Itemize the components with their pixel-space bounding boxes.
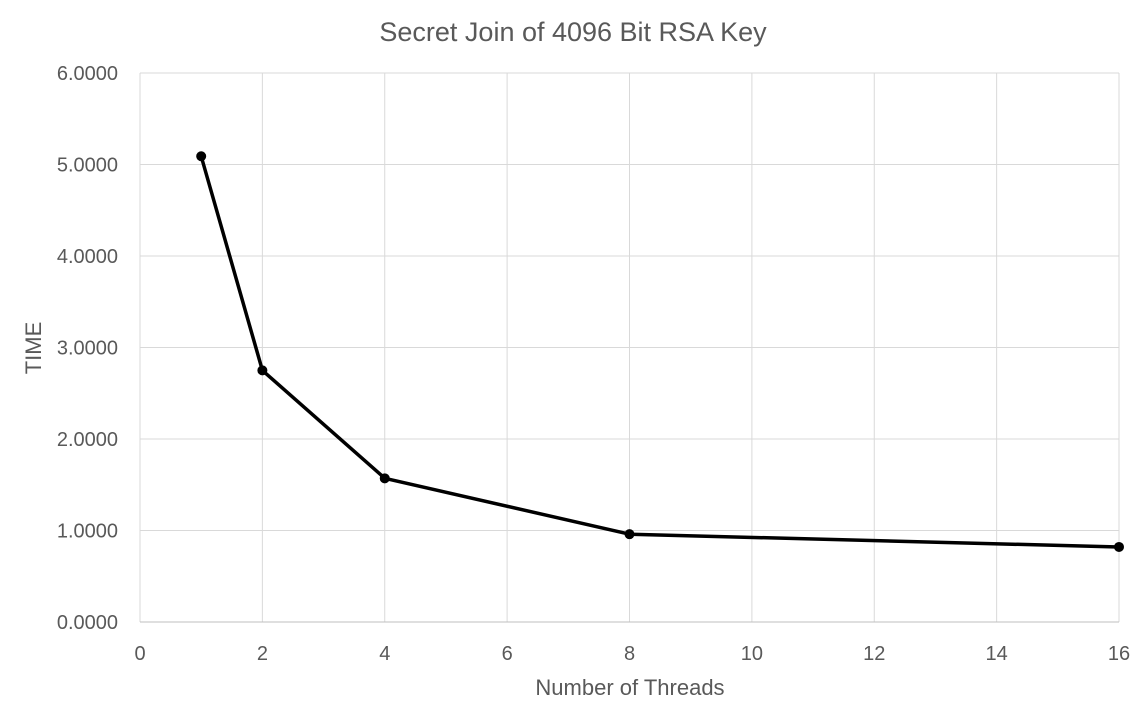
y-tick-label: 1.0000 <box>57 521 118 543</box>
chart-title: Secret Join of 4096 Bit RSA Key <box>379 17 767 47</box>
x-tick-label: 8 <box>624 643 635 665</box>
grid <box>139 72 1120 622</box>
series <box>196 151 1124 552</box>
y-tick-label: 5.0000 <box>57 155 118 177</box>
data-point <box>196 151 207 162</box>
y-tick-label: 0.0000 <box>57 612 118 634</box>
y-tick-label: 4.0000 <box>57 246 118 268</box>
x-tick-label: 16 <box>1108 643 1130 665</box>
y-axis-label: TIME <box>21 322 46 375</box>
x-tick-label: 14 <box>986 643 1008 665</box>
series-line <box>199 155 1120 549</box>
y-tick-label: 3.0000 <box>57 338 118 360</box>
x-tick-label: 4 <box>379 643 390 665</box>
x-axis-label: Number of Threads <box>535 675 724 700</box>
x-tick-label: 2 <box>257 643 268 665</box>
x-tick-label: 10 <box>741 643 763 665</box>
x-tick-label: 0 <box>134 643 145 665</box>
x-tick-label: 12 <box>863 643 885 665</box>
tick-labels: 0.0000 1.0000 2.0000 3.0000 4.0000 5.0000 6.00… <box>57 63 1130 665</box>
data-point <box>257 365 268 376</box>
data-point <box>379 473 390 484</box>
y-tick-label: 2.0000 <box>57 429 118 451</box>
data-point <box>1114 541 1124 552</box>
x-tick-label: 6 <box>502 643 513 665</box>
data-point <box>624 529 635 540</box>
y-tick-label: 6.0000 <box>57 63 118 85</box>
